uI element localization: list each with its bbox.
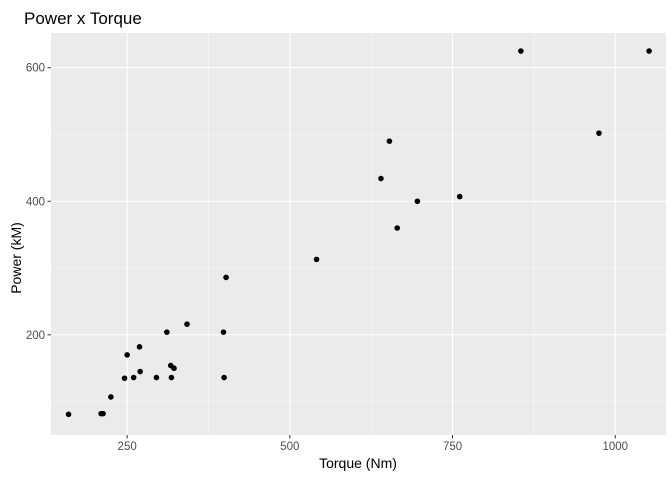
x-tick-label: 500 — [280, 441, 299, 453]
x-tick-label: 750 — [443, 441, 462, 453]
x-axis-title: Torque (Nm) — [319, 455, 397, 471]
data-point — [108, 394, 114, 400]
y-axis: 200 400 600 — [26, 63, 51, 342]
x-tick-label: 1000 — [602, 441, 628, 453]
data-points — [65, 48, 652, 418]
data-point — [100, 410, 106, 417]
data-point — [378, 175, 384, 182]
data-point — [596, 130, 602, 136]
data-point — [121, 375, 128, 382]
y-tick-label: 600 — [26, 63, 45, 75]
y-axis-title: Power (kM) — [8, 222, 24, 294]
chart-title: Power x Torque — [24, 9, 142, 28]
data-point — [220, 329, 227, 335]
data-point — [136, 344, 143, 350]
data-point — [313, 256, 320, 263]
data-point — [171, 365, 177, 372]
data-point — [394, 225, 401, 231]
y-tick-label: 200 — [26, 330, 45, 342]
data-point — [456, 193, 463, 200]
data-point — [221, 374, 227, 381]
data-point — [153, 374, 160, 381]
data-point — [65, 411, 72, 418]
data-point — [130, 374, 137, 381]
data-point — [164, 329, 170, 335]
data-point — [184, 321, 190, 327]
data-point — [414, 198, 421, 205]
minor-gridlines — [51, 33, 666, 435]
data-point — [646, 48, 652, 54]
major-gridlines — [51, 33, 666, 435]
x-tick-label: 250 — [118, 441, 137, 453]
x-axis: 250 500 750 1000 — [118, 435, 628, 453]
data-point — [168, 374, 175, 381]
data-point — [518, 48, 524, 54]
data-point — [386, 138, 393, 144]
data-point — [124, 352, 130, 358]
data-point — [223, 274, 229, 281]
plot-panel — [51, 33, 666, 435]
data-point — [137, 368, 143, 375]
y-tick-label: 400 — [26, 196, 45, 208]
